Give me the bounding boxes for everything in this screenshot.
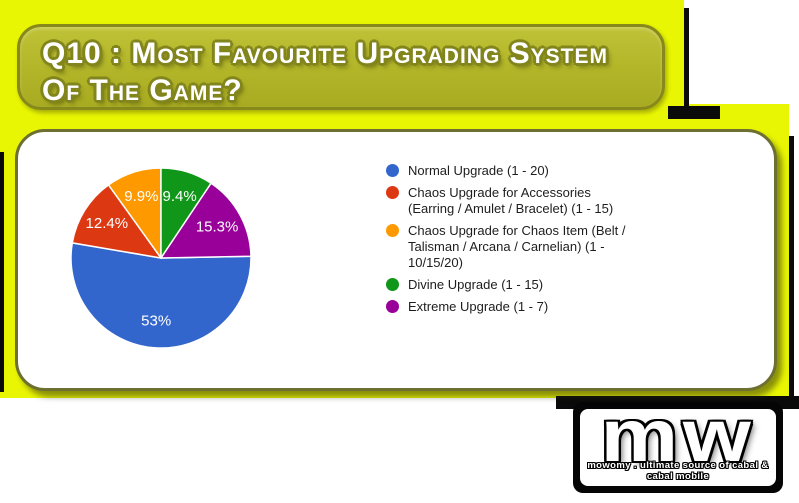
legend-item-label: Divine Upgrade (1 - 15) [408,277,544,292]
legend-item-3: Divine Upgrade (1 - 15) [386,277,706,293]
chart-legend: Normal Upgrade (1 - 20) Chaos Upgrade for… [386,163,706,315]
pie-slice-label-4: 15.3% [196,218,239,235]
brand-logo: mw mowomy . ultimate source of cabal & c… [573,402,783,493]
decorative-shadow-right [789,136,794,398]
legend-color-dot [386,186,399,199]
pie-slice-4 [160,182,252,259]
pie-slice-label-1: 12.4% [86,215,129,232]
decorative-shadow-left [0,152,4,392]
title-line-2: Of The Game? [42,74,243,107]
legend-color-dot [386,300,399,313]
legend-item-label: Chaos Upgrade for Accessories (Earring / … [408,185,614,216]
pie-chart-svg: 53% 12.4% 9.9% 9.4%15.3% [70,167,252,349]
legend-color-dot [386,278,399,291]
legend-color-dot [386,164,399,177]
logo-monogram: mw [600,409,756,477]
legend-item-label: Chaos Upgrade for Chaos Item (Belt / Tali… [408,223,626,270]
decorative-shadow-top-right [684,8,689,114]
survey-question-title: Q10 : Most Favourite Upgrading System Of… [42,35,652,109]
pie-slice-1 [71,184,162,259]
legend-item-label: Extreme Upgrade (1 - 7) [408,299,549,314]
decorative-shadow-top-corner [668,106,720,119]
legend-item-0: Normal Upgrade (1 - 20) [386,163,706,179]
logo-tagline: mowomy . ultimate source of cabal & caba… [587,460,769,482]
title-banner: Q10 : Most Favourite Upgrading System Of… [17,24,665,110]
pie-chart: 53% 12.4% 9.9% 9.4% 15.3% [66,163,256,353]
legend-item-4: Extreme Upgrade (1 - 7) [386,299,706,315]
pie-slice-0 [70,242,252,349]
legend-item-1: Chaos Upgrade for Accessories (Earring / … [386,185,706,217]
legend-item-label: Normal Upgrade (1 - 20) [408,163,549,178]
pie-slice-label-2: 9.9% [124,188,158,205]
pie-slice-label-0: 53% [141,313,171,330]
legend-color-dot [386,224,399,237]
title-line-1: Q10 : Most Favourite Upgrading System [42,37,608,70]
legend-item-2: Chaos Upgrade for Chaos Item (Belt / Tali… [386,223,706,271]
pie-slice-label-3: 9.4% [162,188,196,205]
brand-logo-inner: mw mowomy . ultimate source of cabal & c… [580,409,776,486]
